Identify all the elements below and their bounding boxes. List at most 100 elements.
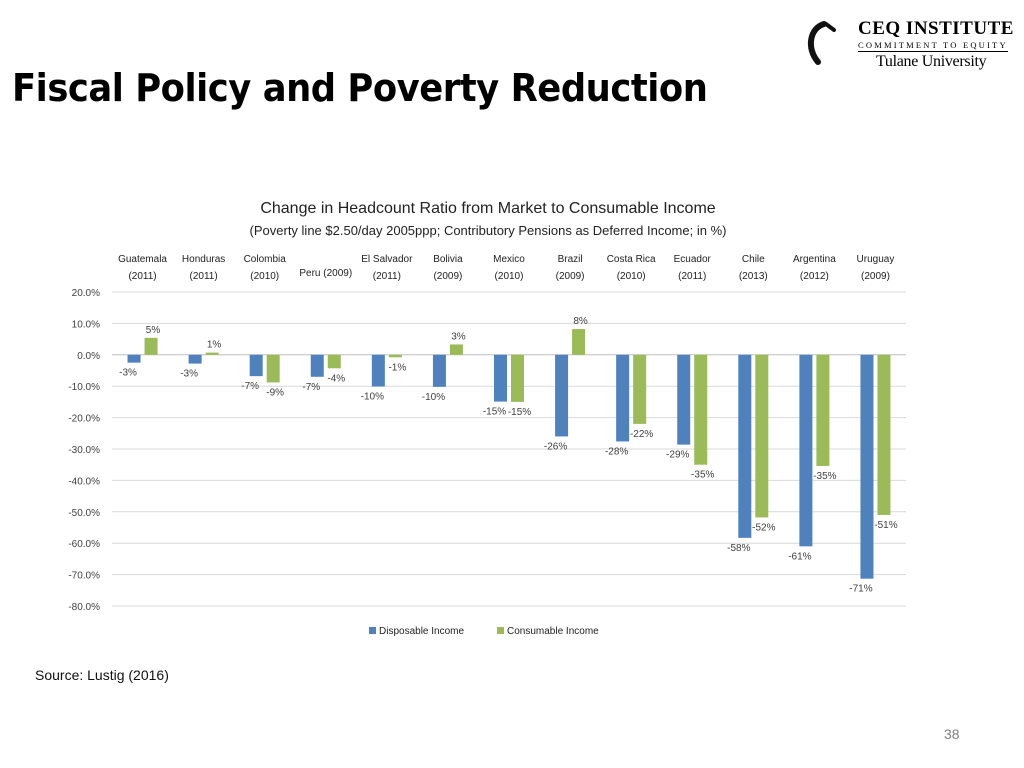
category-label: (2011): [128, 271, 156, 282]
disposable-income-bar: [616, 354, 630, 442]
category-label: Bolivia: [433, 254, 463, 265]
y-tick-label: 20.0%: [72, 288, 100, 299]
data-label: -35%: [691, 470, 714, 481]
y-tick-label: -40.0%: [68, 476, 100, 487]
consumable-income-bar: [694, 354, 708, 465]
logo-divider: [858, 51, 1008, 52]
data-label: -7%: [302, 382, 320, 393]
legend-swatch-consumable: [497, 627, 504, 634]
data-label: -35%: [813, 471, 836, 482]
category-label: Uruguay: [857, 254, 895, 265]
source-note: Source: Lustig (2016): [35, 667, 169, 683]
consumable-income-bar: [877, 354, 891, 515]
data-label: -71%: [849, 584, 872, 595]
disposable-income-bar: [860, 354, 874, 579]
category-label: Honduras: [182, 254, 225, 265]
ceq-arc-icon: [807, 21, 836, 65]
consumable-income-bar: [266, 354, 280, 383]
ceq-logo: CEQ INSTITUTE COMMITMENT TO EQUITY Tulan…: [800, 18, 1015, 76]
data-label: 1%: [207, 340, 222, 351]
consumable-income-bar: [388, 354, 402, 358]
disposable-income-bar: [310, 354, 324, 377]
consumable-income-bar: [205, 352, 219, 355]
data-label: 5%: [146, 325, 161, 336]
disposable-income-bar: [555, 354, 569, 437]
legend-label-disposable: Disposable Income: [379, 626, 464, 637]
category-label: Chile: [742, 254, 765, 265]
data-label: -58%: [727, 543, 750, 554]
consumable-income-bar: [511, 354, 524, 402]
data-label: -29%: [666, 450, 689, 461]
y-tick-label: -80.0%: [68, 602, 100, 613]
y-tick-label: -60.0%: [68, 539, 100, 550]
disposable-income-bar: [432, 354, 446, 387]
y-tick-label: -20.0%: [68, 414, 100, 425]
data-label: -3%: [119, 368, 137, 379]
data-label: -26%: [544, 441, 567, 452]
data-label: -51%: [874, 520, 897, 531]
consumable-income-bar: [755, 354, 769, 518]
consumable-income-bar: [144, 337, 158, 355]
category-label: El Salvador: [361, 254, 413, 265]
chart-title: Change in Headcount Ratio from Market to…: [260, 200, 716, 217]
consumable-income-bar: [327, 354, 341, 369]
category-label: (2012): [800, 271, 829, 282]
category-label: (2010): [250, 271, 279, 282]
disposable-income-bar: [738, 354, 752, 538]
data-label: -10%: [422, 392, 445, 403]
category-label: Costa Rica: [607, 254, 656, 265]
category-label: (2011): [678, 271, 706, 282]
category-label: Guatemala: [118, 254, 167, 265]
category-label: Argentina: [793, 254, 836, 265]
data-label: -1%: [388, 362, 406, 373]
y-tick-label: 10.0%: [72, 319, 100, 330]
y-tick-label: -10.0%: [68, 382, 100, 393]
logo-university: Tulane University: [876, 53, 987, 70]
data-label: -4%: [327, 373, 345, 384]
consumable-income-bar: [816, 354, 830, 466]
data-label: 8%: [573, 316, 588, 327]
category-label: (2009): [433, 271, 462, 282]
slide-title: Fiscal Policy and Poverty Reduction: [12, 66, 708, 110]
data-label: 3%: [451, 331, 466, 342]
category-label: Peru (2009): [299, 268, 352, 279]
data-label: -28%: [605, 446, 628, 457]
y-tick-label: 0.0%: [77, 351, 100, 362]
category-label: (2010): [617, 271, 646, 282]
disposable-income-bar: [188, 354, 202, 364]
category-label: Colombia: [244, 254, 287, 265]
disposable-income-bar: [799, 354, 813, 547]
category-label: (2009): [861, 271, 890, 282]
data-label: -7%: [241, 381, 259, 392]
page-number: 38: [944, 726, 960, 742]
y-tick-label: -30.0%: [68, 445, 100, 456]
data-label: -3%: [180, 369, 198, 380]
consumable-income-bar: [449, 344, 463, 355]
disposable-income-bar: [371, 354, 385, 387]
disposable-income-bar: [127, 354, 141, 363]
data-label: -9%: [266, 387, 284, 398]
category-label: (2011): [190, 271, 218, 282]
logo-tagline: COMMITMENT TO EQUITY: [858, 40, 1008, 50]
y-tick-label: -50.0%: [68, 508, 100, 519]
disposable-income-bar: [677, 354, 691, 445]
chart-subtitle: (Poverty line $2.50/day 2005ppp; Contrib…: [249, 223, 727, 238]
logo-name: CEQ INSTITUTE: [858, 18, 1014, 39]
consumable-income-bar: [633, 354, 647, 424]
data-label: -22%: [630, 429, 653, 440]
data-label: -10%: [361, 392, 384, 403]
disposable-income-bar: [494, 354, 507, 402]
legend-label-consumable: Consumable Income: [507, 626, 599, 637]
bar-chart: 20.0% 10.0% 0.0% -10.0% -20.0% -30.0% -40.0% -5…: [68, 254, 906, 637]
data-label: -61%: [788, 551, 811, 562]
data-label: -52%: [752, 522, 775, 533]
category-label: Mexico: [493, 254, 525, 265]
category-label: Ecuador: [674, 254, 712, 265]
data-label: -15%: [483, 407, 506, 418]
y-tick-label: -70.0%: [68, 571, 100, 582]
category-label: (2013): [739, 271, 768, 282]
category-label: (2010): [495, 271, 524, 282]
legend-swatch-disposable: [369, 627, 376, 634]
category-label: Brazil: [558, 254, 583, 265]
category-label: (2009): [556, 271, 585, 282]
